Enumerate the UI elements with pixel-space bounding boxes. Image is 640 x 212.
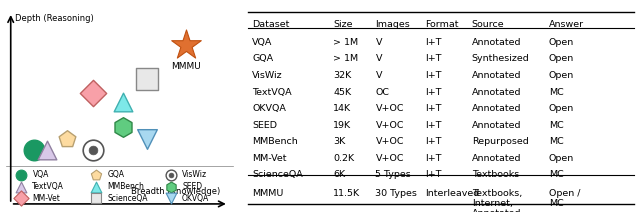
Text: TextVQA: TextVQA	[252, 88, 292, 96]
Text: 0.2K: 0.2K	[333, 153, 354, 163]
Text: I+T: I+T	[426, 137, 442, 146]
Text: MMMU: MMMU	[252, 189, 284, 198]
Text: I+T: I+T	[426, 153, 442, 163]
Text: Annotated: Annotated	[472, 153, 522, 163]
Point	[180, 43, 191, 46]
Text: MMBench: MMBench	[108, 182, 144, 191]
Text: OKVQA: OKVQA	[182, 194, 209, 203]
Text: Synthesized: Synthesized	[472, 54, 529, 64]
Text: SEED: SEED	[252, 121, 277, 130]
Text: Images: Images	[376, 21, 410, 29]
Text: I+T: I+T	[426, 170, 442, 179]
Text: MC: MC	[549, 88, 564, 96]
Point	[42, 149, 52, 152]
Text: Open: Open	[549, 104, 574, 113]
Point	[15, 186, 26, 189]
Text: Source: Source	[472, 21, 504, 29]
Text: Textbooks: Textbooks	[472, 170, 519, 179]
Text: Textbooks,
Internet,
Annotated: Textbooks, Internet, Annotated	[472, 189, 522, 212]
Text: MMBench: MMBench	[252, 137, 298, 146]
Text: V+OC: V+OC	[376, 104, 404, 113]
Text: MC: MC	[549, 121, 564, 130]
Text: Dataset: Dataset	[252, 21, 289, 29]
Text: ScienceQA: ScienceQA	[252, 170, 303, 179]
Text: Open: Open	[549, 153, 574, 163]
Point	[158, 186, 168, 189]
Text: 45K: 45K	[333, 88, 351, 96]
Text: Depth (Reasoning): Depth (Reasoning)	[15, 14, 94, 23]
Text: Annotated: Annotated	[472, 38, 522, 47]
Point	[141, 78, 152, 81]
Text: 30 Types: 30 Types	[376, 189, 417, 198]
Text: OKVQA: OKVQA	[252, 104, 286, 113]
Point	[29, 149, 40, 152]
Text: GQA: GQA	[252, 54, 273, 64]
Text: I+T: I+T	[426, 88, 442, 96]
Text: Open: Open	[549, 38, 574, 47]
Text: 19K: 19K	[333, 121, 351, 130]
Text: Interleaved: Interleaved	[426, 189, 480, 198]
Text: I+T: I+T	[426, 54, 442, 64]
Text: I+T: I+T	[426, 71, 442, 80]
Text: Annotated: Annotated	[472, 121, 522, 130]
Text: TextVQA: TextVQA	[33, 182, 65, 191]
Text: MM-Vet: MM-Vet	[252, 153, 287, 163]
Point	[158, 174, 168, 178]
Text: ScienceQA: ScienceQA	[108, 194, 148, 203]
Text: VisWiz: VisWiz	[182, 170, 207, 179]
Text: Answer: Answer	[549, 21, 584, 29]
Text: I+T: I+T	[426, 104, 442, 113]
Text: V+OC: V+OC	[376, 121, 404, 130]
Text: Open: Open	[549, 54, 574, 64]
Text: V: V	[376, 38, 382, 47]
Text: VQA: VQA	[33, 170, 49, 179]
Text: > 1M: > 1M	[333, 54, 358, 64]
Text: 3K: 3K	[333, 137, 346, 146]
Text: 5 Types: 5 Types	[376, 170, 412, 179]
Point	[118, 126, 128, 129]
Text: Open /
MC: Open / MC	[549, 189, 580, 208]
Text: 11.5K: 11.5K	[333, 189, 360, 198]
Text: Breadth (Knowledge): Breadth (Knowledge)	[131, 187, 220, 196]
Text: Annotated: Annotated	[472, 71, 522, 80]
Point	[86, 186, 97, 189]
Text: I+T: I+T	[426, 38, 442, 47]
Text: Open: Open	[549, 71, 574, 80]
Text: 32K: 32K	[333, 71, 351, 80]
Point	[15, 174, 26, 178]
Text: VisWiz: VisWiz	[252, 71, 283, 80]
Point	[158, 174, 168, 178]
Text: 14K: 14K	[333, 104, 351, 113]
Text: OC: OC	[376, 88, 390, 96]
Point	[86, 197, 97, 200]
Point	[61, 137, 72, 140]
Text: I+T: I+T	[426, 121, 442, 130]
Text: V: V	[376, 71, 382, 80]
Text: V: V	[376, 54, 382, 64]
Text: Repurposed: Repurposed	[472, 137, 529, 146]
Point	[88, 149, 98, 152]
Point	[15, 197, 26, 200]
Text: > 1M: > 1M	[333, 38, 358, 47]
Text: VQA: VQA	[252, 38, 273, 47]
Point	[88, 149, 98, 152]
Text: MM-Vet: MM-Vet	[33, 194, 60, 203]
Point	[118, 100, 128, 104]
Point	[88, 91, 98, 94]
Text: GQA: GQA	[108, 170, 124, 179]
Text: V+OC: V+OC	[376, 137, 404, 146]
Text: Annotated: Annotated	[472, 88, 522, 96]
Text: Annotated: Annotated	[472, 104, 522, 113]
Text: SEED: SEED	[182, 182, 202, 191]
Point	[141, 137, 152, 140]
Text: Format: Format	[426, 21, 459, 29]
Text: MC: MC	[549, 170, 564, 179]
Text: Size: Size	[333, 21, 353, 29]
Point	[86, 174, 97, 178]
Text: MMMU: MMMU	[171, 62, 200, 71]
Text: 6K: 6K	[333, 170, 345, 179]
Text: V+OC: V+OC	[376, 153, 404, 163]
Text: MC: MC	[549, 137, 564, 146]
Point	[158, 197, 168, 200]
